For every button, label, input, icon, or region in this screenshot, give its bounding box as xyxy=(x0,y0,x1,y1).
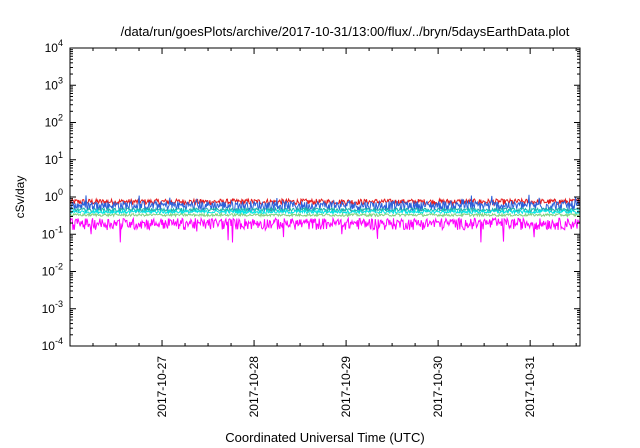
axis-layer: 10-4 10-3 10-2 10-1 100 101 102 103 104 2017-10-2… xyxy=(42,38,580,417)
y-tick-label: 10-4 xyxy=(42,336,63,353)
x-tick-label: 2017-10-28 xyxy=(247,356,261,418)
x-tick-label: 2017-10-27 xyxy=(155,356,169,418)
y-tick-label: 10-1 xyxy=(42,224,63,241)
y-tick-label: 100 xyxy=(45,187,63,204)
x-tick-label: 2017-10-31 xyxy=(523,356,537,418)
series-line xyxy=(69,212,581,218)
series-line xyxy=(69,197,581,207)
series-layer xyxy=(69,194,581,243)
y-tick-label: 101 xyxy=(45,150,63,167)
x-tick-label: 2017-10-29 xyxy=(339,356,353,418)
y-tick-label: 103 xyxy=(45,75,63,92)
y-tick-label: 102 xyxy=(45,113,63,130)
y-tick-label: 104 xyxy=(45,38,63,55)
plot-frame xyxy=(69,47,581,347)
x-axis-label: Coordinated Universal Time (UTC) xyxy=(225,430,424,445)
y-tick-label: 10-3 xyxy=(42,299,63,316)
series-line xyxy=(69,208,581,216)
y-axis-label: cSv/day xyxy=(13,176,27,219)
chart-title: /data/run/goesPlots/archive/2017-10-31/1… xyxy=(121,24,570,39)
series-line xyxy=(69,216,581,243)
x-tick-label: 2017-10-30 xyxy=(431,356,445,418)
series-line xyxy=(69,194,581,213)
y-tick-label: 10-2 xyxy=(42,262,63,279)
